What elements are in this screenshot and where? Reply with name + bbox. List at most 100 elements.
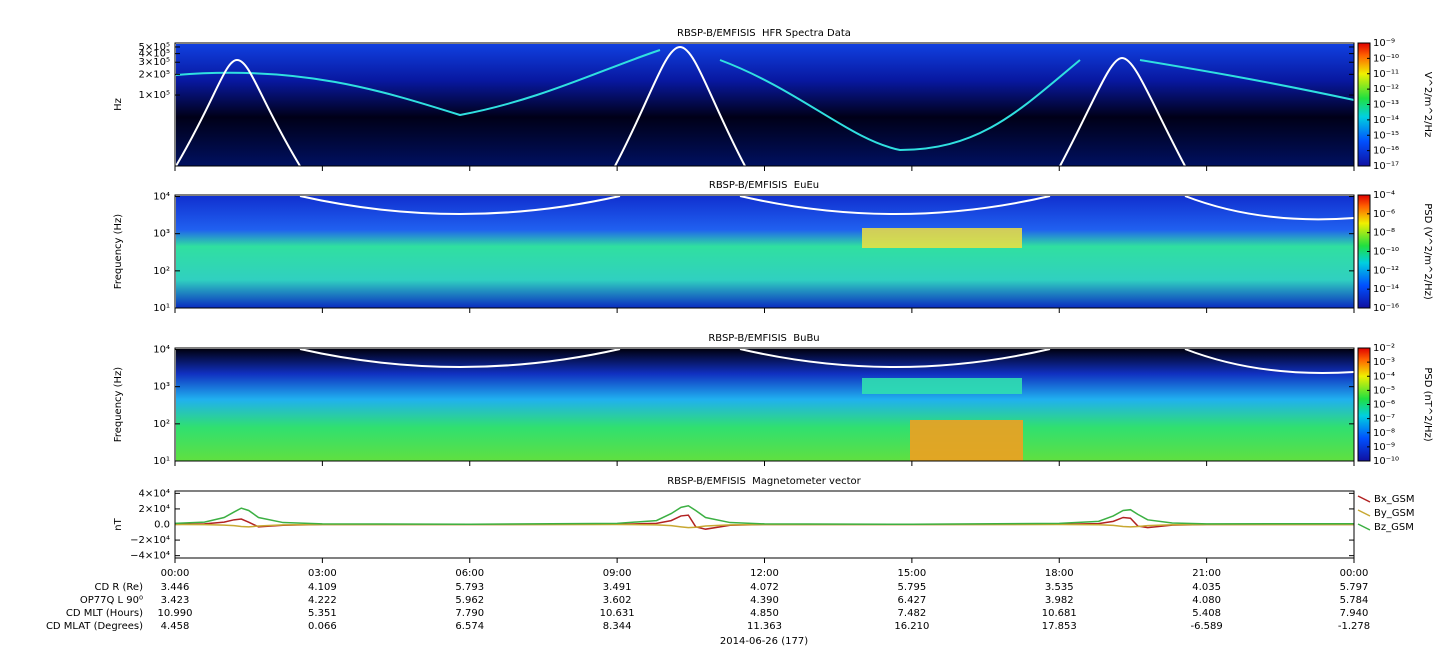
spectrogram-feature bbox=[862, 378, 1022, 394]
colorbar-tick-label: 10⁻¹⁷ bbox=[1373, 161, 1399, 172]
x-tick-label: 12:00 bbox=[750, 568, 779, 579]
colorbar-tick-label: 10⁻⁸ bbox=[1373, 428, 1395, 439]
colorbar-tick-label: 10⁻¹² bbox=[1373, 84, 1399, 95]
x-tick-label: 09:00 bbox=[603, 568, 632, 579]
colorbar-tick-label: 10⁻¹¹ bbox=[1373, 69, 1399, 80]
colorbar-tick-label: 10⁻⁴ bbox=[1373, 371, 1395, 382]
colorbar-tick-label: 10⁻¹⁶ bbox=[1373, 303, 1399, 314]
ephemeris-value: 4.222 bbox=[308, 595, 337, 606]
ephemeris-value: 5.962 bbox=[455, 595, 484, 606]
legend-swatch bbox=[1357, 523, 1371, 531]
y-tick-label: 2×10⁴ bbox=[139, 504, 170, 515]
ephemeris-value: 5.408 bbox=[1192, 608, 1221, 619]
y-tick-label: 10² bbox=[153, 419, 170, 430]
colorbar-tick-label: 10⁻¹⁴ bbox=[1373, 284, 1399, 295]
colorbar-label: PSD (V^2/m^2/Hz) bbox=[1422, 203, 1433, 300]
colorbar-tick-label: 10⁻¹⁰ bbox=[1373, 456, 1399, 467]
legend-label: By_GSM bbox=[1374, 508, 1415, 519]
y-tick-label: 1×10⁵ bbox=[139, 90, 170, 101]
legend-label: Bx_GSM bbox=[1374, 494, 1415, 505]
x-tick-label: 21:00 bbox=[1192, 568, 1221, 579]
ephemeris-label: CD MLT (Hours) bbox=[66, 608, 143, 619]
colorbar-tick-label: 10⁻³ bbox=[1373, 357, 1395, 368]
colorbar-label: V^2/m^2/Hz bbox=[1422, 72, 1433, 138]
x-tick-label: 00:00 bbox=[161, 568, 190, 579]
y-tick-label: 10¹ bbox=[153, 456, 170, 467]
legend-label: Bz_GSM bbox=[1374, 522, 1414, 533]
y-tick-label: 3×10⁵ bbox=[139, 57, 170, 68]
plot-frame bbox=[174, 490, 1355, 559]
colorbar-tick-label: 10⁻¹⁶ bbox=[1373, 146, 1399, 157]
y-tick-label: 4×10⁵ bbox=[139, 49, 170, 60]
spectrogram-feature bbox=[862, 228, 1022, 248]
legend-swatch bbox=[1357, 495, 1371, 503]
data-line bbox=[174, 505, 1355, 526]
ephemeris-value: 3.535 bbox=[1045, 582, 1074, 593]
y-tick-label: 4×10⁴ bbox=[139, 488, 170, 499]
plot-frame bbox=[174, 347, 1355, 462]
ephemeris-value: 4.072 bbox=[750, 582, 779, 593]
spectrogram-curve bbox=[299, 195, 1355, 221]
ephemeris-value: 10.631 bbox=[600, 608, 635, 619]
y-tick-label: −4×10⁴ bbox=[130, 551, 170, 562]
y-tick-label: 10⁴ bbox=[153, 192, 170, 203]
spectrogram-decoration bbox=[175, 44, 1355, 461]
ephemeris-value: 5.351 bbox=[308, 608, 337, 619]
y-tick-label: 10³ bbox=[153, 229, 170, 240]
ephemeris-value: 6.574 bbox=[455, 621, 484, 632]
ephemeris-value: 16.210 bbox=[894, 621, 929, 632]
y-tick-label: 10⁴ bbox=[153, 345, 170, 356]
ephemeris-label: OP77Q L 90⁰ bbox=[80, 595, 143, 606]
spectrogram-feature bbox=[175, 49, 1355, 152]
data-line bbox=[174, 523, 1354, 529]
colorbar-tick-label: 10⁻¹⁰ bbox=[1373, 247, 1399, 258]
colorbar-tick-label: 10⁻⁹ bbox=[1373, 38, 1395, 49]
y-tick-label: 5×10⁵ bbox=[139, 42, 170, 53]
y-axis-label: Frequency (Hz) bbox=[113, 367, 124, 443]
ephemeris-value: 17.853 bbox=[1042, 621, 1077, 632]
ephemeris-value: 5.793 bbox=[455, 582, 484, 593]
colorbar-tick-label: 10⁻¹² bbox=[1373, 265, 1399, 276]
y-axis-label: Hz bbox=[113, 98, 124, 111]
ephemeris-value: 7.940 bbox=[1340, 608, 1369, 619]
ephemeris-value: 4.390 bbox=[750, 595, 779, 606]
ephemeris-value: 3.423 bbox=[161, 595, 190, 606]
data-line bbox=[174, 514, 1354, 530]
legend-swatch bbox=[1357, 509, 1371, 517]
date-label: 2014-06-26 (177) bbox=[720, 636, 808, 647]
spectrogram-image bbox=[176, 349, 1354, 461]
colorbar-tick-label: 10⁻⁵ bbox=[1373, 385, 1395, 396]
ephemeris-value: 4.080 bbox=[1192, 595, 1221, 606]
panel-title: RBSP-B/EMFISIS HFR Spectra Data bbox=[677, 28, 851, 39]
ephemeris-label: CD R (Re) bbox=[95, 582, 144, 593]
y-tick-label: 10³ bbox=[153, 382, 170, 393]
x-tick-label: 03:00 bbox=[308, 568, 337, 579]
ephemeris-value: 3.602 bbox=[603, 595, 632, 606]
y-tick-label: 10¹ bbox=[153, 303, 170, 314]
colorbar-tick-label: 10⁻¹⁴ bbox=[1373, 115, 1399, 126]
x-tick-label: 18:00 bbox=[1045, 568, 1074, 579]
colorbar-label: PSD (nT^2/Hz) bbox=[1422, 367, 1433, 441]
ephemeris-value: 4.458 bbox=[161, 621, 190, 632]
ephemeris-value: 5.784 bbox=[1340, 595, 1369, 606]
y-tick-label: 10² bbox=[153, 266, 170, 277]
x-tick-label: 00:00 bbox=[1340, 568, 1369, 579]
ephemeris-value: 10.681 bbox=[1042, 608, 1077, 619]
ephemeris-value: 8.344 bbox=[603, 621, 632, 632]
ephemeris-value: 4.850 bbox=[750, 608, 779, 619]
panel-title: RBSP-B/EMFISIS BuBu bbox=[708, 333, 819, 344]
colorbar-tick-label: 10⁻⁹ bbox=[1373, 442, 1395, 453]
y-axis-label: nT bbox=[113, 517, 124, 530]
spectrogram-feature bbox=[910, 420, 1023, 461]
colorbar-tick-label: 10⁻¹³ bbox=[1373, 100, 1399, 111]
ephemeris-value: 10.990 bbox=[158, 608, 193, 619]
panel-title: RBSP-B/EMFISIS EuEu bbox=[709, 180, 819, 191]
colorbar-tick-label: 10⁻¹⁵ bbox=[1373, 130, 1399, 141]
ephemeris-value: -6.589 bbox=[1191, 621, 1223, 632]
ephemeris-value: 7.482 bbox=[898, 608, 927, 619]
ephemeris-value: 6.427 bbox=[898, 595, 927, 606]
colorbar-tick-label: 10⁻⁶ bbox=[1373, 209, 1395, 220]
spectrogram-image bbox=[176, 196, 1354, 308]
ephemeris-value: 7.790 bbox=[455, 608, 484, 619]
